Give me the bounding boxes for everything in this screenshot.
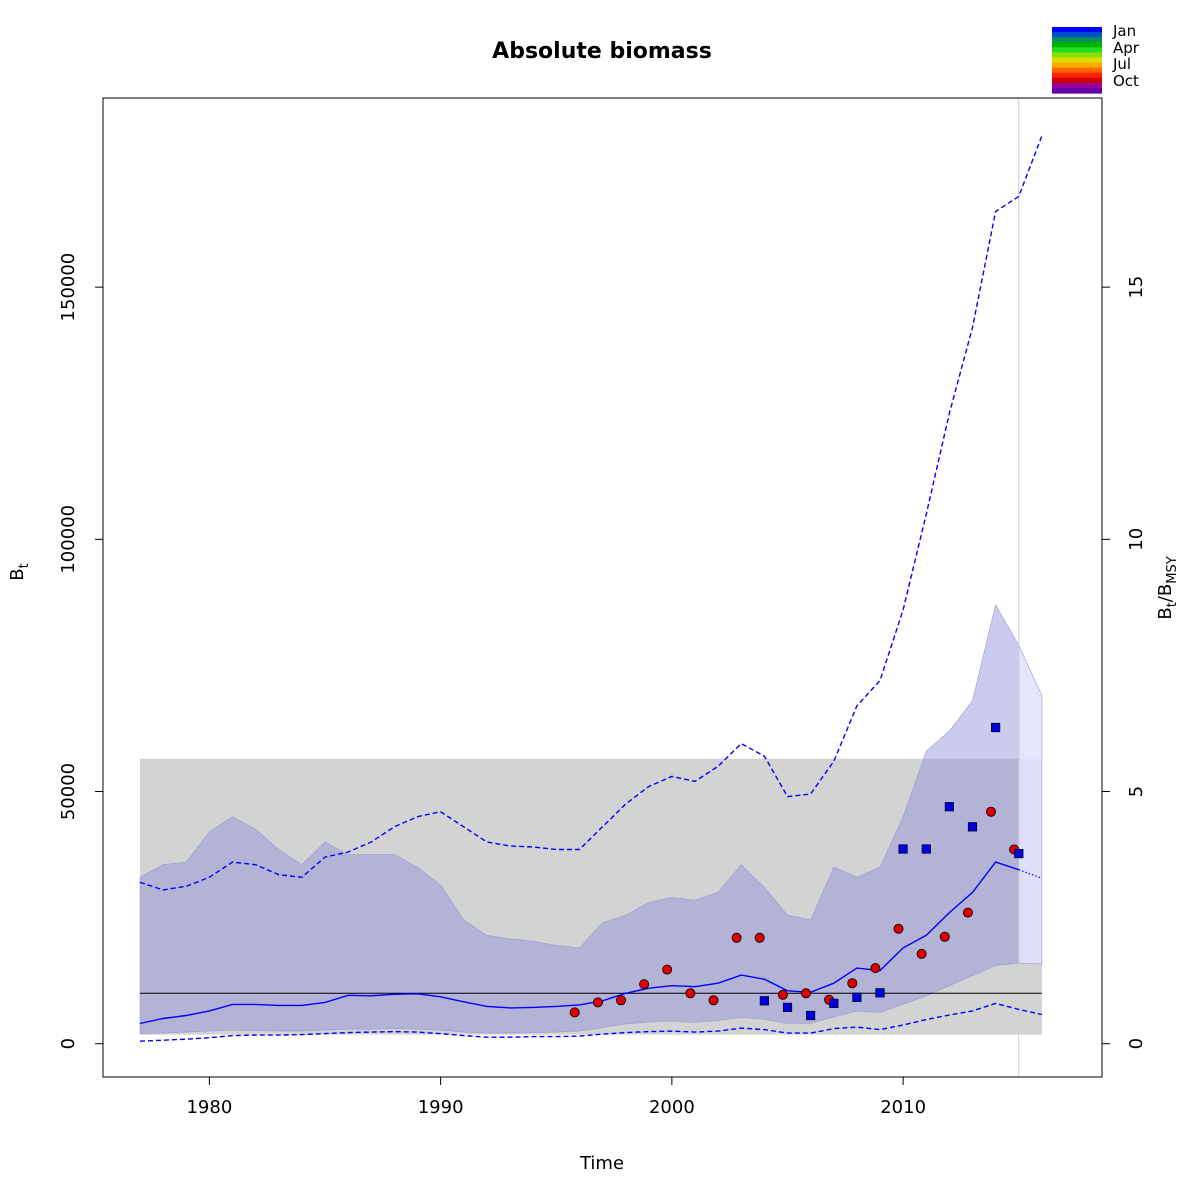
legend-swatch bbox=[1052, 27, 1102, 33]
index2-point bbox=[829, 998, 839, 1008]
index1-point bbox=[662, 964, 673, 975]
legend-swatch bbox=[1052, 87, 1102, 94]
index1-point bbox=[754, 932, 765, 943]
index2-point bbox=[921, 844, 931, 854]
legend-color-bar bbox=[1052, 27, 1102, 94]
x-tick-label: 2010 bbox=[880, 1097, 926, 1118]
y2-tick-label: 10 bbox=[1126, 528, 1147, 551]
index1-point bbox=[916, 948, 927, 959]
legend-label-jan: Jan bbox=[1112, 22, 1136, 40]
y-axis-label-main: B bbox=[7, 568, 28, 580]
biomass-upper-ci-line bbox=[139, 135, 1043, 891]
index1-point bbox=[685, 988, 696, 999]
legend-swatch bbox=[1052, 72, 1102, 79]
index1-point bbox=[847, 978, 858, 989]
index2-point bbox=[782, 1002, 793, 1012]
legend-swatch bbox=[1052, 67, 1102, 74]
plot-frame bbox=[102, 97, 1103, 1078]
y-axis-label-group: Bt bbox=[7, 563, 32, 580]
y-axis-label: Bt bbox=[7, 563, 32, 580]
y-axis-label-sub: t bbox=[17, 563, 32, 568]
biomass-projection-line bbox=[1018, 869, 1043, 879]
index2-point bbox=[990, 722, 1001, 733]
y2-axis-label-main: B bbox=[1155, 607, 1176, 619]
y2-axis-label-sub: t bbox=[1165, 602, 1180, 607]
x-tick-label: 2000 bbox=[649, 1097, 695, 1118]
index2-point bbox=[1014, 848, 1024, 859]
legend: Jan Apr Jul Oct bbox=[1052, 22, 1140, 94]
legend-swatch bbox=[1052, 52, 1102, 59]
index2-point bbox=[875, 988, 885, 998]
legend-label-jul: Jul bbox=[1112, 55, 1131, 73]
legend-swatch bbox=[1052, 77, 1102, 84]
index1-point bbox=[962, 907, 973, 918]
legend-swatch bbox=[1052, 37, 1102, 43]
legend-swatch bbox=[1052, 57, 1102, 64]
index2-point bbox=[759, 996, 769, 1006]
projection-ci-band bbox=[1018, 645, 1043, 965]
legend-swatch bbox=[1052, 82, 1102, 89]
x-tick-label: 1980 bbox=[186, 1097, 232, 1118]
legend-swatch bbox=[1052, 32, 1102, 38]
x-axis-label: Time bbox=[579, 1153, 624, 1174]
biomass-lower-ci-line bbox=[139, 1002, 1043, 1042]
index1-point bbox=[616, 995, 627, 1006]
index1-point bbox=[639, 979, 650, 990]
legend-swatch bbox=[1052, 47, 1102, 53]
legend-swatch bbox=[1052, 42, 1102, 48]
y2-tick-label: 15 bbox=[1126, 276, 1147, 299]
index1-point bbox=[986, 806, 997, 817]
index1-point bbox=[939, 931, 950, 942]
index1-point bbox=[777, 989, 788, 1000]
plot-area bbox=[139, 98, 1043, 1077]
chart-title: Absolute biomass bbox=[492, 39, 712, 64]
index1-point bbox=[731, 932, 742, 943]
legend-swatch bbox=[1052, 62, 1102, 69]
y-tick-label: 50000 bbox=[58, 763, 79, 820]
index2-point bbox=[898, 844, 908, 854]
index2-point bbox=[852, 992, 862, 1002]
legend-label-apr: Apr bbox=[1113, 39, 1140, 57]
y2-axis-label-sub2: MSY bbox=[1165, 556, 1180, 583]
axes: 1980 1990 2000 2010 0 50000 100000 150000 0 5 10 15 bbox=[58, 97, 1147, 1118]
y2-axis-label: Bt/BMSY bbox=[1155, 556, 1180, 619]
x-tick-label: 1990 bbox=[418, 1097, 464, 1118]
y2-tick-label: 5 bbox=[1126, 786, 1147, 797]
y-tick-label: 150000 bbox=[58, 253, 79, 322]
index1-point bbox=[569, 1007, 580, 1018]
index2-point bbox=[967, 822, 978, 832]
y2-axis-label-slash: /B bbox=[1155, 584, 1176, 602]
legend-label-oct: Oct bbox=[1113, 72, 1139, 90]
bmsy-ci-rect bbox=[140, 758, 1042, 1035]
y-tick-label: 0 bbox=[58, 1038, 79, 1049]
index1-point bbox=[592, 997, 603, 1008]
y2-tick-label: 0 bbox=[1126, 1038, 1147, 1049]
index1-point bbox=[708, 995, 719, 1006]
index2-point bbox=[805, 1010, 816, 1021]
index1-point bbox=[801, 988, 812, 999]
index1-point bbox=[893, 923, 904, 934]
y-tick-label: 100000 bbox=[58, 505, 79, 574]
y2-axis-label-group: Bt/BMSY bbox=[1155, 556, 1180, 619]
index2-point bbox=[944, 802, 954, 812]
index1-point bbox=[870, 963, 881, 974]
